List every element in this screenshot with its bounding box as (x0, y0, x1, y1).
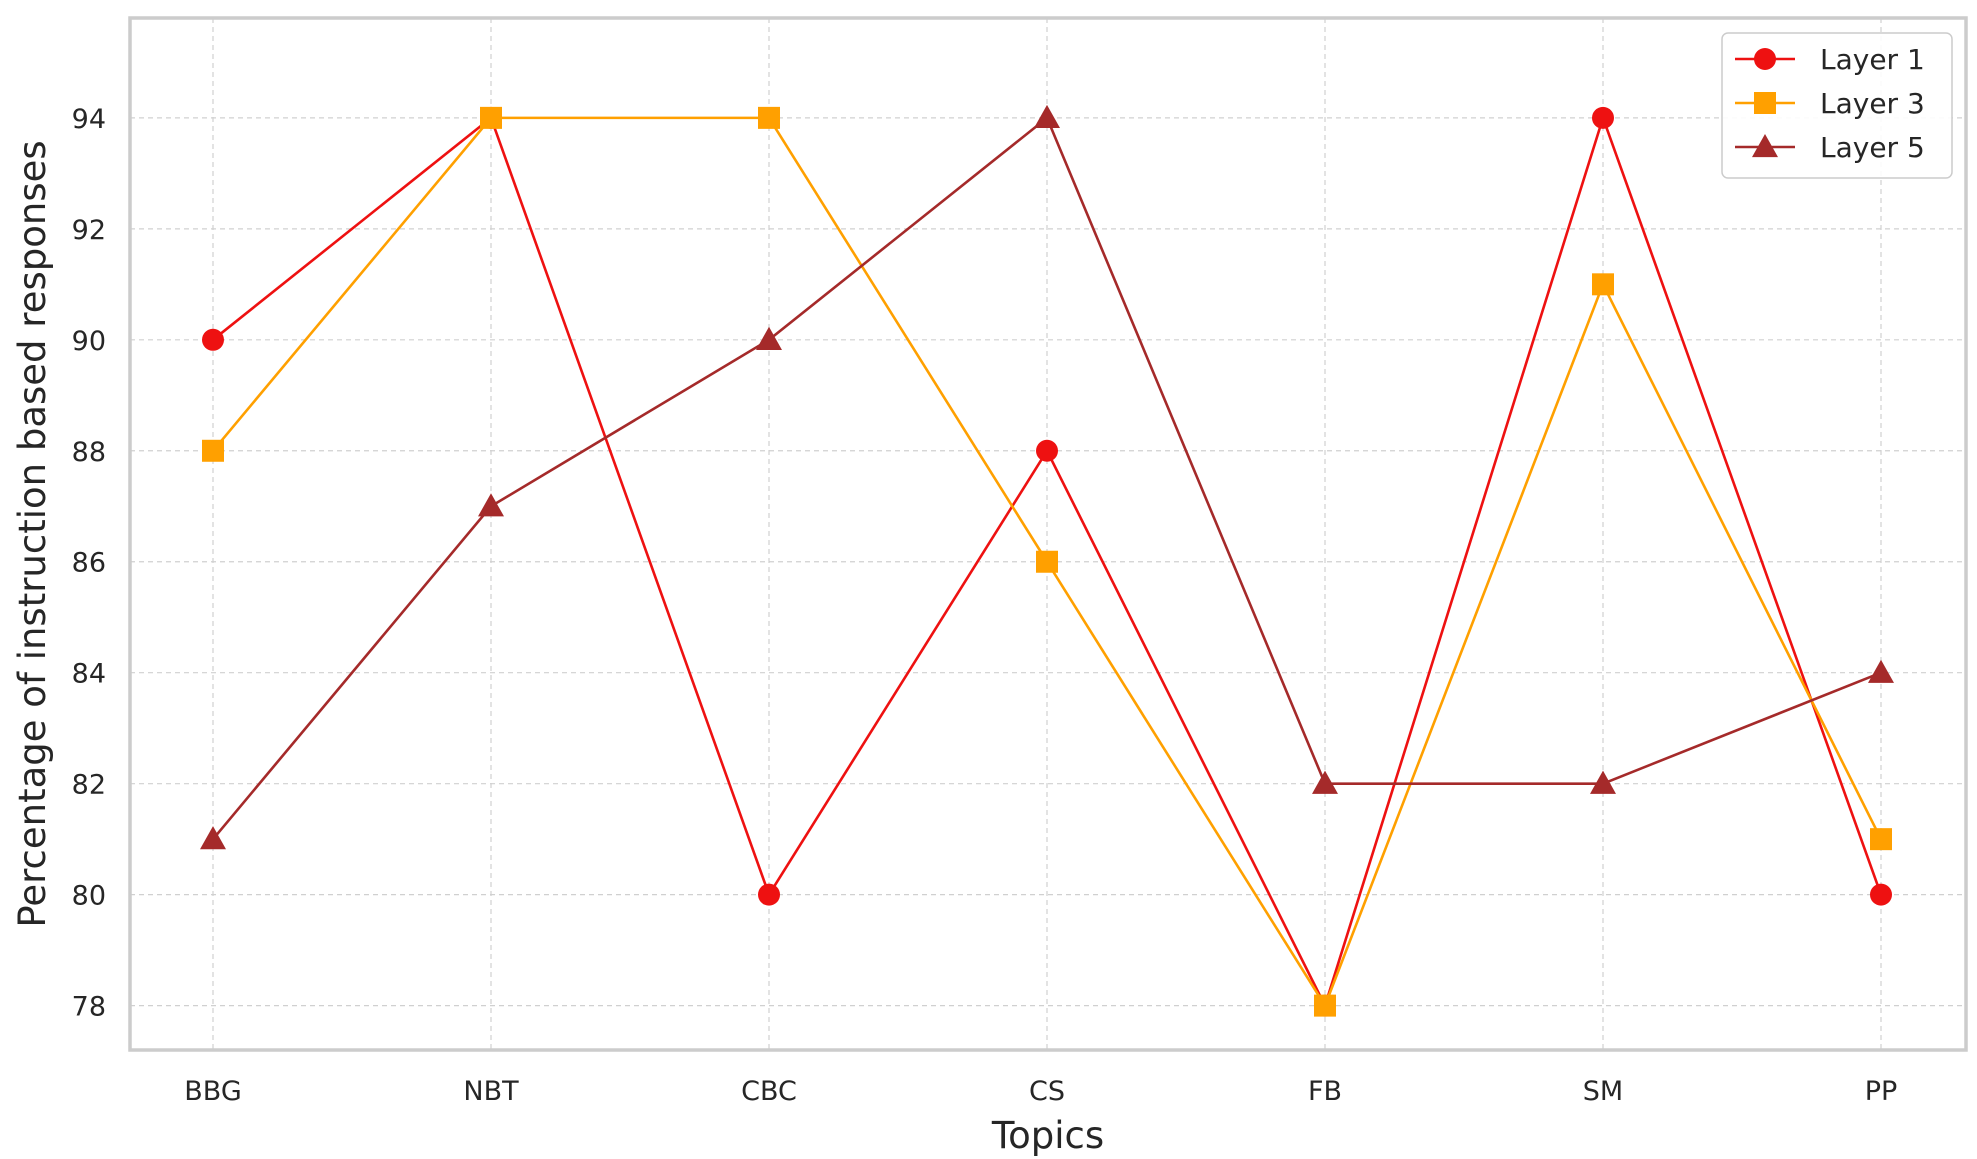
data-point-layer-1-cbc (758, 883, 780, 906)
legend: Layer 1 Layer 3 Layer 5 (1721, 32, 1953, 179)
data-point-layer-5-cbc (756, 326, 782, 350)
data-point-layer-5-fb (1312, 770, 1338, 794)
legend-label: Layer 3 (1820, 87, 1925, 120)
grid (130, 18, 1966, 1050)
data-point-layer-5-bbg (200, 826, 226, 850)
legend-swatch-marker (1752, 134, 1778, 158)
y-tick-label-78: 78 (72, 992, 106, 1023)
data-point-layer-5-sm (1590, 770, 1616, 794)
data-point-layer-3-pp (1870, 828, 1892, 851)
data-point-layer-3-nbt (480, 106, 502, 129)
series-layer-3 (202, 106, 1892, 1017)
data-point-layer-3-bbg (202, 439, 224, 462)
series-layer-5 (200, 104, 1894, 850)
legend-label: Layer 5 (1820, 131, 1925, 164)
legend-entry-layer-3: Layer 3 (1735, 87, 1925, 120)
y-axis-label: Percentage of instruction based response… (11, 140, 54, 927)
data-point-layer-5-pp (1868, 659, 1894, 683)
data-point-layer-3-cs (1036, 550, 1058, 573)
x-tick-label-fb: FB (1308, 1076, 1342, 1107)
data-point-layer-1-bbg (202, 328, 224, 351)
data-point-layer-1-sm (1592, 106, 1614, 129)
data-point-layer-1-cs (1036, 439, 1058, 462)
data-point-layer-5-cs (1034, 104, 1060, 129)
y-tick-label-84: 84 (72, 659, 106, 690)
x-tick-label-nbt: NBT (463, 1076, 519, 1107)
x-tick-label-cbc: CBC (741, 1076, 797, 1107)
x-axis-label: Topics (991, 1114, 1104, 1157)
y-axis-ticks: 78 80 82 84 86 88 90 92 94 (72, 104, 106, 1023)
y-tick-label-86: 86 (72, 548, 106, 579)
x-tick-label-cs: CS (1029, 1076, 1065, 1107)
legend-box (1721, 32, 1953, 179)
y-tick-label-80: 80 (72, 881, 106, 912)
x-tick-label-pp: PP (1865, 1076, 1898, 1107)
data-point-layer-3-sm (1592, 273, 1614, 296)
data-point-layer-1-pp (1870, 883, 1892, 906)
y-tick-label-82: 82 (72, 770, 106, 801)
legend-label: Layer 1 (1820, 43, 1925, 76)
y-tick-label-92: 92 (72, 215, 106, 246)
y-tick-label-94: 94 (72, 104, 106, 135)
legend-swatch-marker (1754, 48, 1776, 70)
data-point-layer-3-fb (1314, 994, 1336, 1017)
data-point-layer-5-nbt (478, 493, 504, 517)
x-tick-label-sm: SM (1583, 1076, 1623, 1107)
series-group (200, 104, 1894, 1017)
x-tick-label-bbg: BBG (184, 1076, 242, 1107)
plot-frame (128, 16, 1968, 1052)
y-tick-label-88: 88 (72, 437, 106, 468)
legend-entry-layer-1: Layer 1 (1735, 43, 1925, 76)
legend-swatch-marker (1754, 92, 1776, 114)
legend-entry-layer-5: Layer 5 (1735, 131, 1925, 164)
y-tick-label-90: 90 (72, 326, 106, 357)
x-axis-ticks: BBG NBT CBC CS FB SM PP (184, 1076, 1897, 1107)
data-point-layer-3-cbc (758, 106, 780, 129)
